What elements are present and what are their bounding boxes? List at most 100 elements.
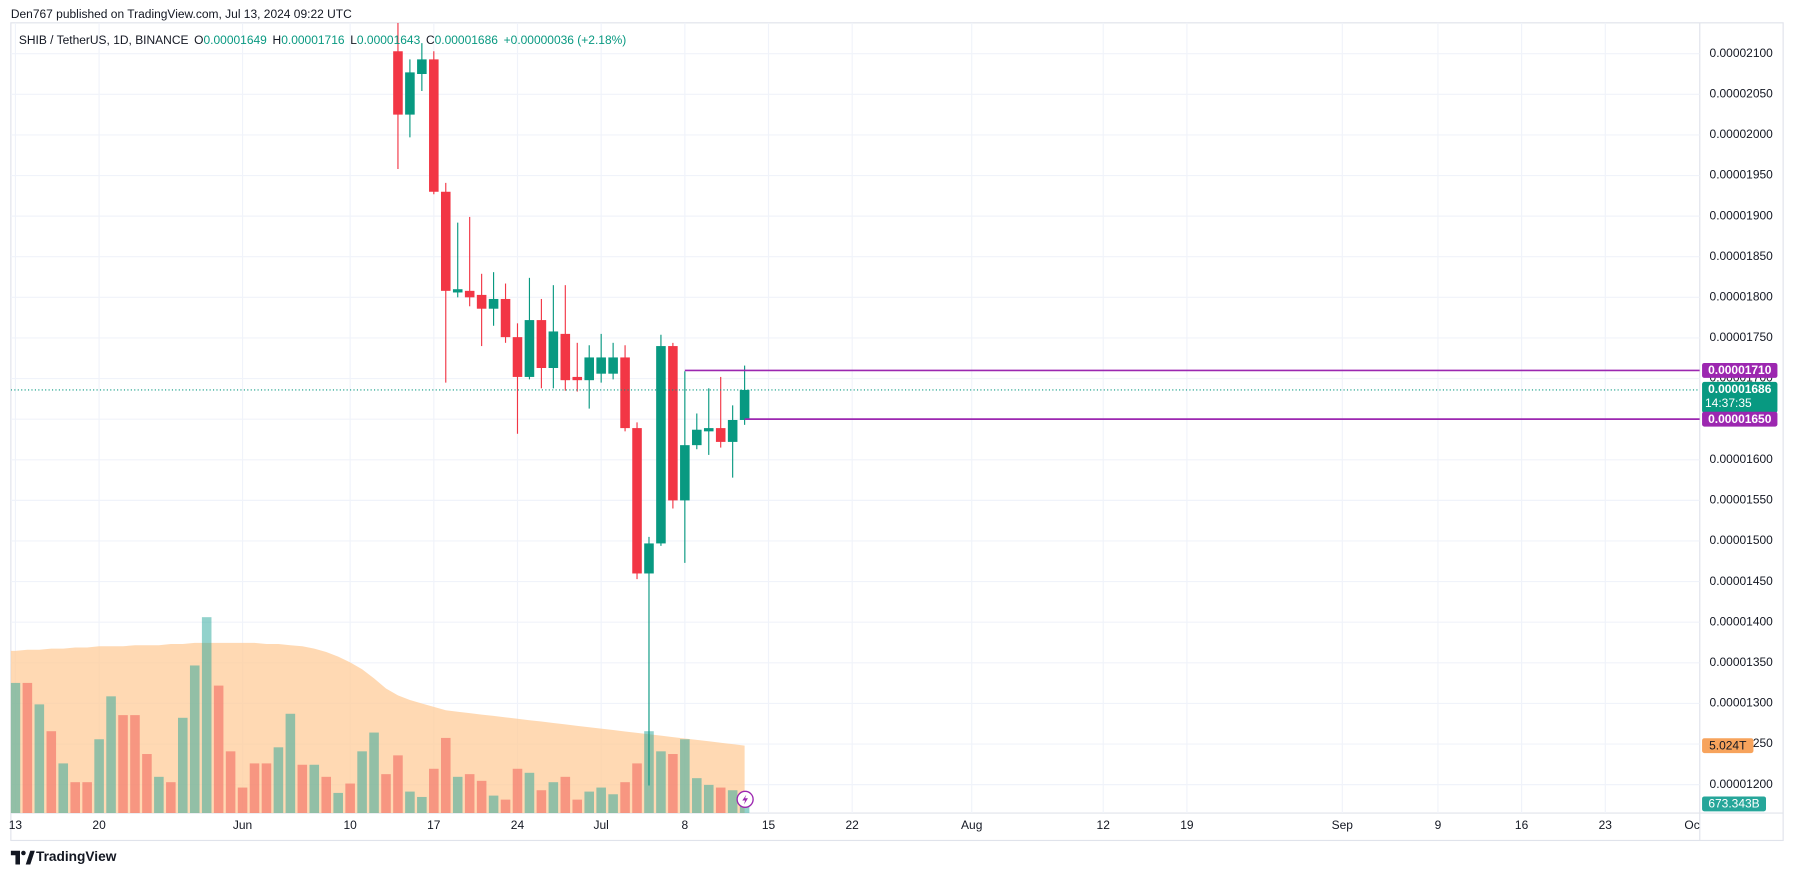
y-tick-label: 0.00001200 [1710, 777, 1774, 791]
volume-bar [417, 796, 427, 814]
volume-bar [46, 731, 57, 814]
volume-bar [142, 754, 152, 814]
volume-bar [94, 739, 104, 814]
level-label: 0.00001710 [1708, 363, 1772, 377]
y-tick-label: 0.00001950 [1710, 168, 1774, 182]
candle-body [620, 357, 630, 429]
volume-bar [309, 764, 320, 814]
x-tick-label: 10 [343, 818, 357, 832]
x-tick-label: 19 [1180, 818, 1194, 832]
legend: SHIB / TetherUS, 1D, BINANCE O0.00001649 H… [19, 33, 626, 47]
frame [10, 22, 1784, 842]
x-tick-label: 22 [846, 818, 860, 832]
volume-bar [34, 704, 45, 814]
y-tick-label: 0.00001300 [1710, 696, 1774, 710]
legend-key: H [273, 33, 282, 47]
y-tick-label: 0.00002000 [1710, 127, 1774, 141]
volume-bar [58, 763, 69, 814]
y-tick-label: 0.00001900 [1710, 208, 1774, 222]
candle-body [524, 320, 535, 377]
y-tick-label: 0.00001500 [1710, 533, 1774, 547]
y-tick-label: 0.00001450 [1710, 574, 1774, 588]
volume-bar [285, 713, 296, 814]
x-tick-label: 13 [9, 818, 23, 832]
volume-bar [464, 774, 475, 814]
volume-bar [739, 804, 750, 814]
volume-bar [596, 787, 606, 814]
volume-bar [82, 782, 92, 814]
volume-bar [70, 782, 80, 814]
volume-bar [22, 682, 33, 814]
x-tick-label: 9 [1435, 818, 1442, 832]
candle-body [572, 376, 583, 381]
volume-bar [130, 715, 140, 814]
lightning-icon[interactable] [736, 790, 754, 809]
candle-body [703, 428, 714, 432]
candle-body [476, 294, 487, 309]
volume-bar [632, 763, 642, 814]
volume-bar [488, 795, 499, 814]
volume-pane [10, 617, 750, 814]
volume-ma-label: 5.024T [1709, 738, 1747, 752]
volume-bar [512, 768, 523, 814]
legend-change: +0.00000036 (+2.18%) [504, 33, 627, 47]
volume-bar [524, 772, 535, 814]
volume-bar [213, 685, 224, 814]
volume-bar [178, 717, 188, 814]
candle-body [644, 543, 654, 574]
y-tick-label: 0.00001550 [1710, 493, 1774, 507]
candle-body [727, 419, 738, 442]
volume-bar [333, 792, 343, 814]
volume-bar [703, 784, 714, 814]
volume-ma-label-box [1702, 738, 1754, 754]
candle-body [632, 428, 642, 574]
last-price-box [1702, 381, 1778, 413]
candle-body [715, 428, 726, 442]
y-tick-label: 0.00001850 [1710, 249, 1774, 263]
axes: 0.000012000.000012500.000013000.00001350… [9, 46, 1778, 832]
volume-bar [273, 747, 284, 814]
volume-bar [118, 715, 128, 814]
candle-body [560, 333, 571, 381]
volume-bar [261, 763, 272, 814]
y-tick-label: 0.00001350 [1710, 655, 1774, 669]
legend-value: 0.00001716 [281, 33, 345, 47]
candle-body [417, 59, 427, 75]
legend-value: 0.00001649 [204, 33, 268, 47]
volume-bar [249, 763, 260, 814]
volume-bar [369, 732, 379, 814]
candle-body [596, 357, 606, 374]
volume-bar [620, 782, 630, 814]
candle-body [440, 191, 451, 291]
grid [10, 22, 1700, 814]
volume-bar [452, 776, 463, 814]
x-tick-label: 8 [682, 818, 689, 832]
volume-label-box [1702, 796, 1767, 812]
y-tick-label: 0.00001400 [1710, 614, 1774, 628]
volume-bar [106, 696, 116, 814]
y-tick-label: 0.00001750 [1710, 330, 1774, 344]
volume-bar [440, 737, 451, 814]
volume-bar [680, 739, 690, 814]
level-label: 0.00001650 [1708, 412, 1772, 426]
volume-bar [500, 799, 511, 814]
candle-body [500, 298, 511, 338]
volume-bar [572, 799, 583, 814]
candle-body [668, 346, 678, 501]
volume-bar [189, 665, 200, 814]
legend-key: L [350, 33, 357, 47]
volume-bar [476, 780, 487, 814]
x-tick-label: Jun [233, 818, 252, 832]
volume-bar [429, 768, 439, 814]
x-tick-label: Oc [1684, 818, 1699, 832]
candle-body [656, 346, 666, 544]
volume-bar [727, 790, 738, 814]
volume-bar [584, 791, 594, 814]
x-tick-label: 20 [92, 818, 106, 832]
level-label-box [1702, 411, 1778, 427]
volume-bar [201, 617, 212, 814]
x-tick-label: Jul [594, 818, 609, 832]
candle-body [512, 337, 523, 377]
volume-label: 673.343B [1708, 797, 1759, 811]
